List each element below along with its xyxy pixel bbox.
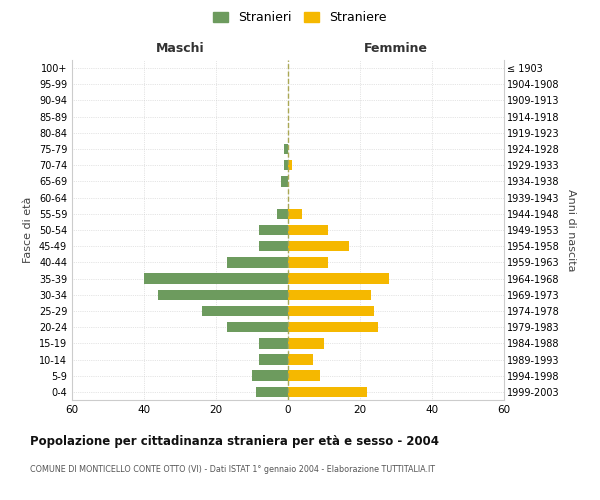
Bar [144, 274, 288, 284]
Bar [288, 386, 367, 397]
Bar [288, 290, 371, 300]
Bar [277, 208, 288, 219]
Y-axis label: Fasce di età: Fasce di età [23, 197, 33, 263]
Bar [288, 224, 328, 235]
Bar [227, 257, 288, 268]
Bar [288, 274, 389, 284]
Bar [288, 354, 313, 365]
Y-axis label: Anni di nascita: Anni di nascita [566, 188, 576, 271]
Bar [288, 370, 320, 381]
Text: Popolazione per cittadinanza straniera per età e sesso - 2004: Popolazione per cittadinanza straniera p… [30, 435, 439, 448]
Bar [256, 386, 288, 397]
Bar [158, 290, 288, 300]
Bar [288, 257, 328, 268]
Bar [202, 306, 288, 316]
Bar [252, 370, 288, 381]
Bar [227, 322, 288, 332]
Bar [259, 338, 288, 348]
Bar [288, 338, 324, 348]
Bar [259, 354, 288, 365]
Bar [288, 241, 349, 252]
Bar [284, 160, 288, 170]
Bar [288, 306, 374, 316]
Bar [281, 176, 288, 186]
Bar [284, 144, 288, 154]
Text: Maschi: Maschi [155, 42, 205, 55]
Text: COMUNE DI MONTICELLO CONTE OTTO (VI) - Dati ISTAT 1° gennaio 2004 - Elaborazione: COMUNE DI MONTICELLO CONTE OTTO (VI) - D… [30, 465, 435, 474]
Text: Femmine: Femmine [364, 42, 428, 55]
Legend: Stranieri, Straniere: Stranieri, Straniere [208, 6, 392, 29]
Bar [288, 160, 292, 170]
Bar [259, 241, 288, 252]
Bar [288, 322, 378, 332]
Bar [288, 208, 302, 219]
Bar [259, 224, 288, 235]
